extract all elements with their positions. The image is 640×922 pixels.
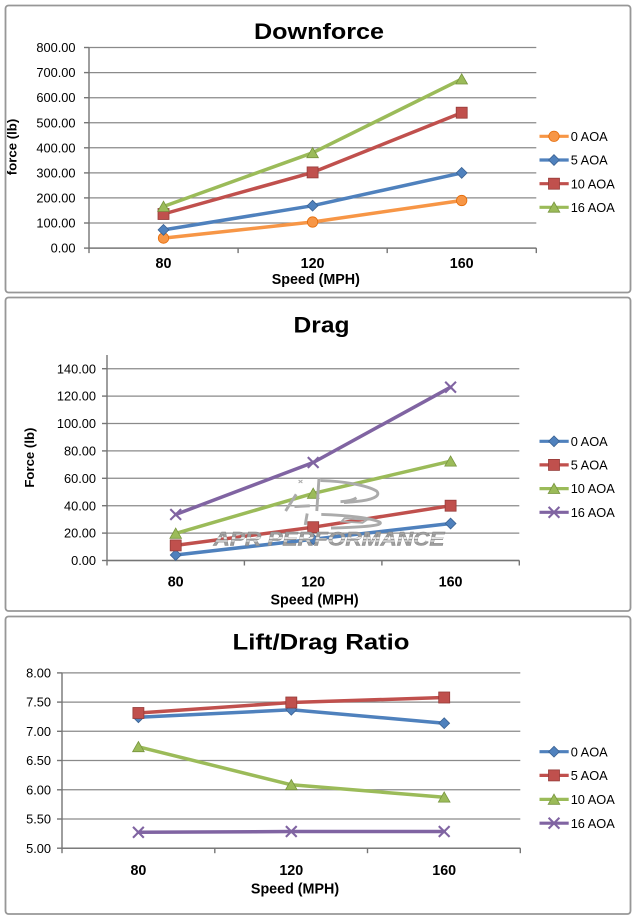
svg-text:80: 80	[156, 256, 172, 272]
svg-text:Speed (MPH): Speed (MPH)	[271, 593, 359, 609]
svg-text:force (lb): force (lb)	[5, 119, 20, 175]
svg-text:0.00: 0.00	[51, 241, 76, 256]
svg-text:APR PERFORMANCE: APR PERFORMANCE	[212, 530, 446, 551]
svg-text:5.00: 5.00	[26, 841, 51, 856]
svg-text:0.00: 0.00	[71, 553, 96, 568]
svg-text:100.00: 100.00	[36, 216, 75, 231]
svg-text:200.00: 200.00	[36, 191, 75, 206]
svg-text:Speed (MPH): Speed (MPH)	[272, 272, 360, 288]
svg-text:40.00: 40.00	[64, 498, 96, 513]
svg-text:0 AOA: 0 AOA	[571, 744, 608, 759]
svg-text:700.00: 700.00	[36, 65, 75, 80]
svg-text:400.00: 400.00	[36, 140, 75, 155]
svg-text:20.00: 20.00	[64, 526, 96, 541]
svg-text:5 AOA: 5 AOA	[571, 153, 608, 168]
svg-text:160: 160	[450, 256, 474, 272]
svg-text:10 AOA: 10 AOA	[571, 792, 616, 807]
svg-text:500.00: 500.00	[36, 115, 75, 130]
svg-text:5 AOA: 5 AOA	[571, 768, 608, 783]
svg-text:120: 120	[279, 863, 303, 879]
svg-text:7.50: 7.50	[26, 695, 51, 710]
svg-text:Drag: Drag	[294, 313, 350, 338]
svg-text:300.00: 300.00	[36, 166, 75, 181]
svg-text:Force (lb): Force (lb)	[22, 428, 37, 488]
svg-text:8.00: 8.00	[26, 666, 51, 681]
svg-text:600.00: 600.00	[36, 90, 75, 105]
svg-text:80.00: 80.00	[64, 444, 96, 459]
svg-text:Lift/Drag Ratio: Lift/Drag Ratio	[233, 629, 410, 654]
svg-text:Downforce: Downforce	[254, 19, 384, 44]
svg-text:80: 80	[130, 863, 146, 879]
svg-text:6.00: 6.00	[26, 782, 51, 797]
svg-text:120.00: 120.00	[57, 389, 96, 404]
svg-text:5 AOA: 5 AOA	[571, 458, 608, 473]
svg-text:10 AOA: 10 AOA	[571, 481, 616, 496]
svg-text:800.00: 800.00	[36, 40, 75, 55]
svg-text:0 AOA: 0 AOA	[571, 434, 608, 449]
svg-text:16 AOA: 16 AOA	[571, 200, 616, 215]
svg-text:80: 80	[168, 575, 184, 591]
svg-text:5.50: 5.50	[26, 812, 51, 827]
svg-text:0 AOA: 0 AOA	[571, 129, 608, 144]
svg-text:Speed (MPH): Speed (MPH)	[251, 882, 339, 898]
svg-text:160: 160	[432, 863, 456, 879]
svg-text:120: 120	[301, 575, 325, 591]
svg-text:7.00: 7.00	[26, 724, 51, 739]
svg-text:120: 120	[301, 256, 325, 272]
svg-text:16 AOA: 16 AOA	[571, 816, 616, 831]
svg-text:6.50: 6.50	[26, 753, 51, 768]
svg-text:100.00: 100.00	[57, 416, 96, 431]
svg-text:140.00: 140.00	[57, 361, 96, 376]
svg-text:10 AOA: 10 AOA	[571, 176, 616, 191]
svg-text:60.00: 60.00	[64, 471, 96, 486]
svg-text:16 AOA: 16 AOA	[571, 505, 616, 520]
svg-text:160: 160	[439, 575, 463, 591]
